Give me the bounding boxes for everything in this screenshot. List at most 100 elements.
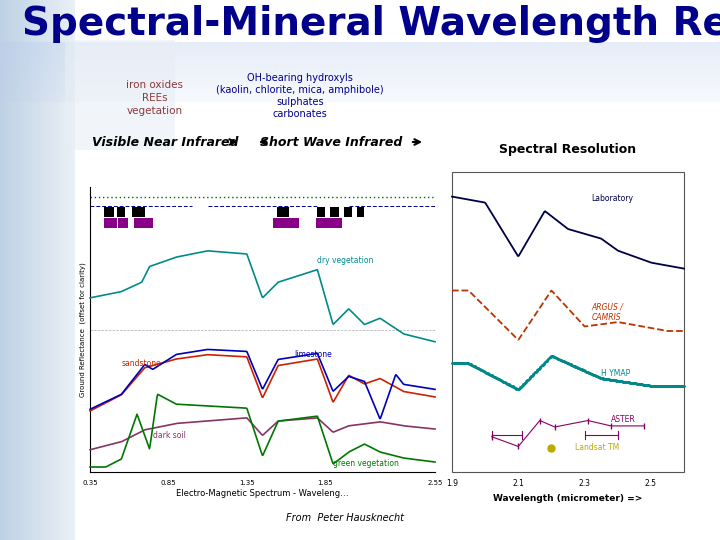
Text: 2.55: 2.55	[427, 480, 443, 486]
Bar	[46, 0, 47, 540]
Bar	[0, 94, 720, 95]
Bar	[316, 218, 343, 228]
Text: Short Wave Infrared: Short Wave Infrared	[260, 136, 402, 148]
Bar	[38, 0, 39, 540]
Bar	[0, 96, 720, 97]
Text: Landsat TM: Landsat TM	[575, 443, 619, 453]
Bar	[53, 0, 54, 540]
Bar	[48, 0, 49, 540]
Bar	[274, 218, 299, 228]
Bar	[44, 0, 45, 540]
Bar	[54, 0, 55, 540]
Bar	[330, 207, 339, 217]
Bar	[0, 56, 720, 57]
Bar	[0, 93, 720, 94]
Bar	[276, 207, 289, 217]
Bar	[0, 80, 720, 81]
Bar	[0, 88, 720, 89]
Bar	[0, 78, 720, 79]
Bar	[0, 69, 720, 70]
Text: carbonates: carbonates	[273, 109, 328, 119]
Bar	[0, 62, 720, 63]
Bar	[64, 0, 65, 540]
Bar	[36, 0, 37, 540]
Bar	[0, 77, 720, 78]
Bar	[0, 48, 720, 49]
Bar	[4, 0, 5, 540]
Bar	[68, 0, 69, 540]
Bar	[32, 0, 33, 540]
Bar	[58, 0, 59, 540]
Bar	[28, 0, 29, 540]
Text: 2.1: 2.1	[513, 479, 524, 488]
Bar	[0, 55, 720, 56]
Bar	[0, 54, 720, 55]
Bar	[0, 97, 720, 98]
Bar	[0, 87, 720, 88]
Bar	[117, 207, 125, 217]
Bar	[0, 76, 720, 77]
Bar	[41, 0, 42, 540]
Text: REEs: REEs	[142, 93, 168, 103]
Bar	[27, 0, 28, 540]
Bar	[0, 60, 720, 61]
Bar	[0, 43, 720, 44]
Bar	[18, 0, 19, 540]
Bar	[356, 207, 364, 217]
Bar	[0, 50, 720, 51]
Bar	[72, 0, 73, 540]
Bar	[0, 51, 720, 52]
Bar	[0, 91, 720, 92]
Bar	[3, 0, 4, 540]
Bar	[65, 40, 175, 150]
Bar	[11, 0, 12, 540]
Bar	[19, 0, 20, 540]
Bar	[0, 90, 720, 91]
Bar	[134, 218, 153, 228]
Text: Visible Near Infrared: Visible Near Infrared	[92, 136, 238, 148]
Bar	[59, 0, 60, 540]
Bar	[12, 0, 13, 540]
Bar	[0, 0, 1, 540]
Bar	[29, 0, 30, 540]
Bar	[0, 46, 720, 47]
Bar	[0, 64, 720, 65]
Text: 1.35: 1.35	[239, 480, 255, 486]
Text: 0.85: 0.85	[161, 480, 176, 486]
Bar	[9, 0, 10, 540]
Bar	[2, 0, 3, 540]
Bar	[0, 42, 720, 43]
Bar	[35, 0, 36, 540]
Bar	[22, 0, 23, 540]
Bar	[0, 89, 720, 90]
Text: 1.9: 1.9	[446, 479, 458, 488]
Text: dry vegetation: dry vegetation	[318, 255, 374, 265]
Bar	[15, 0, 16, 540]
Bar	[50, 0, 51, 540]
Bar	[0, 53, 720, 54]
Bar	[0, 83, 720, 84]
Bar	[51, 0, 52, 540]
Bar	[0, 95, 720, 96]
Text: 1.85: 1.85	[318, 480, 333, 486]
Bar	[23, 0, 24, 540]
Bar	[61, 0, 62, 540]
Bar	[118, 218, 127, 228]
Bar	[30, 0, 31, 540]
Bar	[0, 67, 720, 68]
Bar	[67, 0, 68, 540]
Bar	[0, 52, 720, 53]
Bar	[69, 0, 70, 540]
Bar	[0, 63, 720, 64]
Bar	[49, 0, 50, 540]
Bar	[0, 44, 720, 45]
Bar	[0, 81, 720, 82]
Bar	[40, 0, 41, 540]
Bar	[7, 0, 8, 540]
Bar	[0, 61, 720, 62]
Bar	[39, 0, 40, 540]
Bar	[0, 47, 720, 48]
Bar	[13, 0, 14, 540]
Bar	[132, 207, 145, 217]
Bar	[66, 0, 67, 540]
